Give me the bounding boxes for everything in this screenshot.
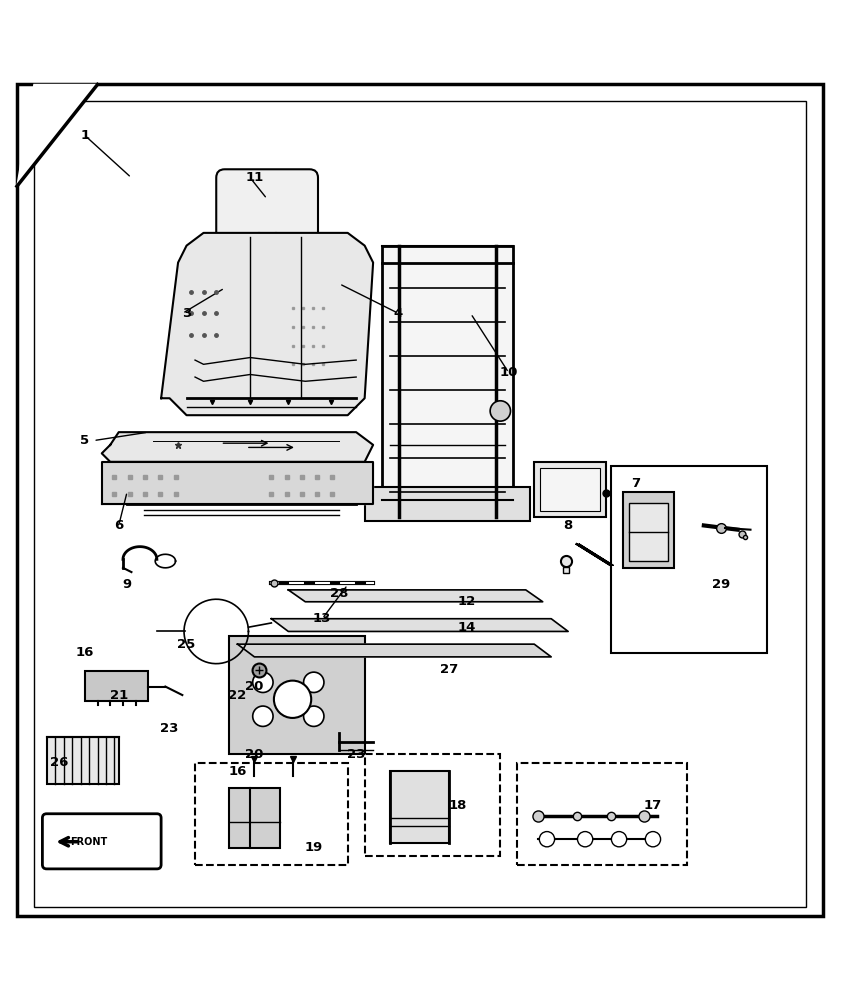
Circle shape [539, 832, 555, 847]
Bar [365, 487, 530, 521]
Bar [47, 737, 119, 784]
Text: 25: 25 [177, 638, 196, 651]
FancyBboxPatch shape [216, 169, 318, 241]
Text: 4: 4 [394, 307, 403, 320]
Text: 19: 19 [304, 841, 323, 854]
Circle shape [274, 681, 311, 718]
Text: 27: 27 [440, 663, 459, 676]
Circle shape [304, 706, 324, 726]
Bar [229, 788, 280, 848]
Text: 16: 16 [75, 646, 94, 659]
Bar [365, 754, 500, 856]
Bar [85, 671, 148, 701]
Circle shape [645, 832, 661, 847]
Bar [195, 763, 348, 865]
Text: 23: 23 [347, 748, 365, 761]
Text: 22: 22 [228, 689, 247, 702]
Bar [611, 466, 767, 653]
Polygon shape [102, 462, 373, 504]
FancyBboxPatch shape [42, 814, 161, 869]
Polygon shape [102, 432, 373, 462]
Text: 10: 10 [499, 366, 518, 379]
Circle shape [304, 672, 324, 692]
Bar [390, 771, 449, 843]
Text: 6: 6 [114, 519, 123, 532]
Text: 8: 8 [564, 519, 572, 532]
Circle shape [253, 672, 273, 692]
Bar [534, 462, 606, 517]
Text: 20: 20 [245, 748, 264, 761]
Circle shape [490, 401, 510, 421]
Text: 3: 3 [182, 307, 191, 320]
Bar [517, 763, 687, 865]
Circle shape [253, 706, 273, 726]
Text: 13: 13 [313, 612, 332, 625]
Text: FRONT: FRONT [70, 837, 108, 847]
Text: 18: 18 [449, 799, 467, 812]
Polygon shape [161, 233, 373, 415]
Text: 7: 7 [632, 477, 640, 490]
Polygon shape [271, 619, 568, 631]
Text: 23: 23 [160, 722, 179, 735]
Text: 29: 29 [711, 578, 730, 591]
Bar [229, 636, 365, 754]
Text: 20: 20 [245, 680, 264, 693]
Bar [540, 468, 600, 511]
Text: 21: 21 [109, 689, 128, 702]
Bar [382, 246, 513, 517]
Polygon shape [17, 84, 98, 186]
Polygon shape [237, 644, 551, 657]
Bar [623, 492, 674, 568]
Text: 17: 17 [644, 799, 662, 812]
Text: 14: 14 [457, 621, 476, 634]
Text: 12: 12 [457, 595, 476, 608]
Circle shape [577, 832, 593, 847]
Text: 5: 5 [81, 434, 89, 447]
Text: 9: 9 [123, 578, 131, 591]
Bar [629, 503, 668, 561]
Text: 11: 11 [245, 171, 264, 184]
Polygon shape [288, 590, 543, 602]
Text: 26: 26 [50, 756, 69, 769]
Circle shape [611, 832, 627, 847]
Text: 1: 1 [81, 129, 89, 142]
Text: 16: 16 [228, 765, 247, 778]
Text: 28: 28 [330, 587, 349, 600]
